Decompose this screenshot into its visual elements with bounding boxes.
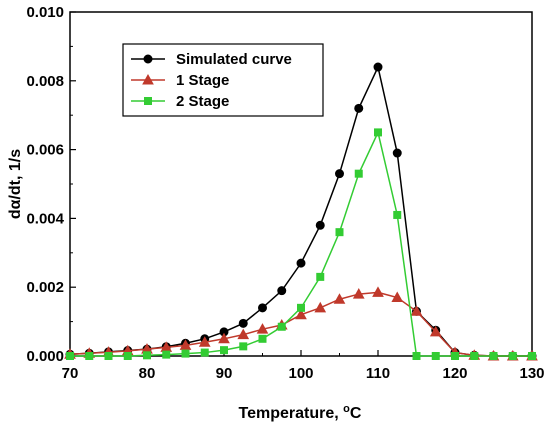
data-point (391, 291, 404, 303)
data-point (393, 210, 402, 219)
y-tick-label: 0.010 (26, 4, 64, 21)
legend-marker (144, 97, 152, 105)
data-point (354, 169, 363, 178)
data-point (352, 288, 365, 299)
data-point (123, 352, 132, 360)
data-point (429, 325, 442, 337)
legend: Simulated curve 1 Stage 2 Stage (122, 43, 324, 117)
data-point (297, 303, 305, 312)
data-point (489, 352, 498, 360)
data-point (316, 272, 325, 281)
data-point (295, 308, 307, 320)
y-tick-label: 0.006 (26, 142, 64, 159)
y-tick-label: 0.002 (26, 279, 64, 296)
data-point (143, 351, 151, 360)
x-tick-label: 100 (288, 365, 313, 382)
data-point (237, 328, 250, 340)
legend-label: 2 Stage (176, 93, 229, 110)
data-point (333, 293, 346, 304)
data-point (239, 342, 248, 351)
data-point (104, 352, 113, 360)
data-point (218, 332, 230, 344)
x-tick-label: 80 (139, 365, 156, 382)
data-point (256, 323, 269, 334)
legend-entry: Simulated curve (131, 51, 292, 68)
data-point (373, 62, 383, 72)
data-point (296, 258, 306, 268)
legend-entry: 2 Stage (131, 93, 229, 110)
data-point (85, 352, 94, 360)
x-tick-label: 110 (366, 365, 390, 382)
data-point (354, 103, 364, 113)
y-tick-label: 0.000 (26, 348, 64, 365)
series-3 (66, 128, 536, 360)
data-point (470, 352, 479, 360)
data-point (200, 348, 209, 357)
data-point (451, 352, 459, 360)
data-point (410, 305, 423, 316)
data-point (179, 339, 192, 350)
data-point (412, 352, 421, 360)
y-tick-label: 0.008 (26, 73, 64, 90)
x-tick-label: 70 (62, 365, 79, 382)
data-point (431, 352, 440, 360)
y-axis-ticks: 0.000 0.002 0.004 0.006 0.008 0.010 (26, 4, 76, 365)
data-point (374, 128, 382, 137)
data-point (258, 303, 267, 313)
x-tick-label: 130 (519, 365, 544, 382)
data-point (181, 349, 190, 358)
data-point (508, 352, 517, 360)
data-point (528, 352, 536, 360)
legend-marker (143, 54, 153, 64)
x-axis-title: Temperature, oC (239, 403, 362, 422)
series-layer (64, 62, 538, 361)
x-tick-label: 90 (216, 365, 233, 382)
data-point (335, 228, 344, 237)
legend-label: Simulated curve (176, 51, 292, 68)
data-point (277, 286, 287, 296)
data-point (66, 352, 74, 360)
legend-marker (142, 73, 154, 85)
data-point (220, 346, 228, 355)
data-point (198, 336, 211, 347)
data-point (277, 322, 286, 331)
data-point (315, 220, 325, 230)
legend-label: 1 Stage (176, 72, 229, 89)
data-point (258, 334, 267, 343)
x-tick-label: 120 (442, 365, 467, 382)
data-point (314, 301, 327, 313)
y-axis-title: dα/dt, 1/s (7, 149, 24, 219)
data-point (162, 350, 171, 359)
legend-entry: 1 Stage (131, 72, 229, 89)
data-point (372, 286, 384, 297)
legend-entries: Simulated curve 1 Stage 2 Stage (131, 51, 292, 110)
data-point (238, 318, 248, 328)
data-point (392, 148, 402, 158)
y-tick-label: 0.004 (26, 210, 64, 227)
data-point (335, 169, 344, 179)
